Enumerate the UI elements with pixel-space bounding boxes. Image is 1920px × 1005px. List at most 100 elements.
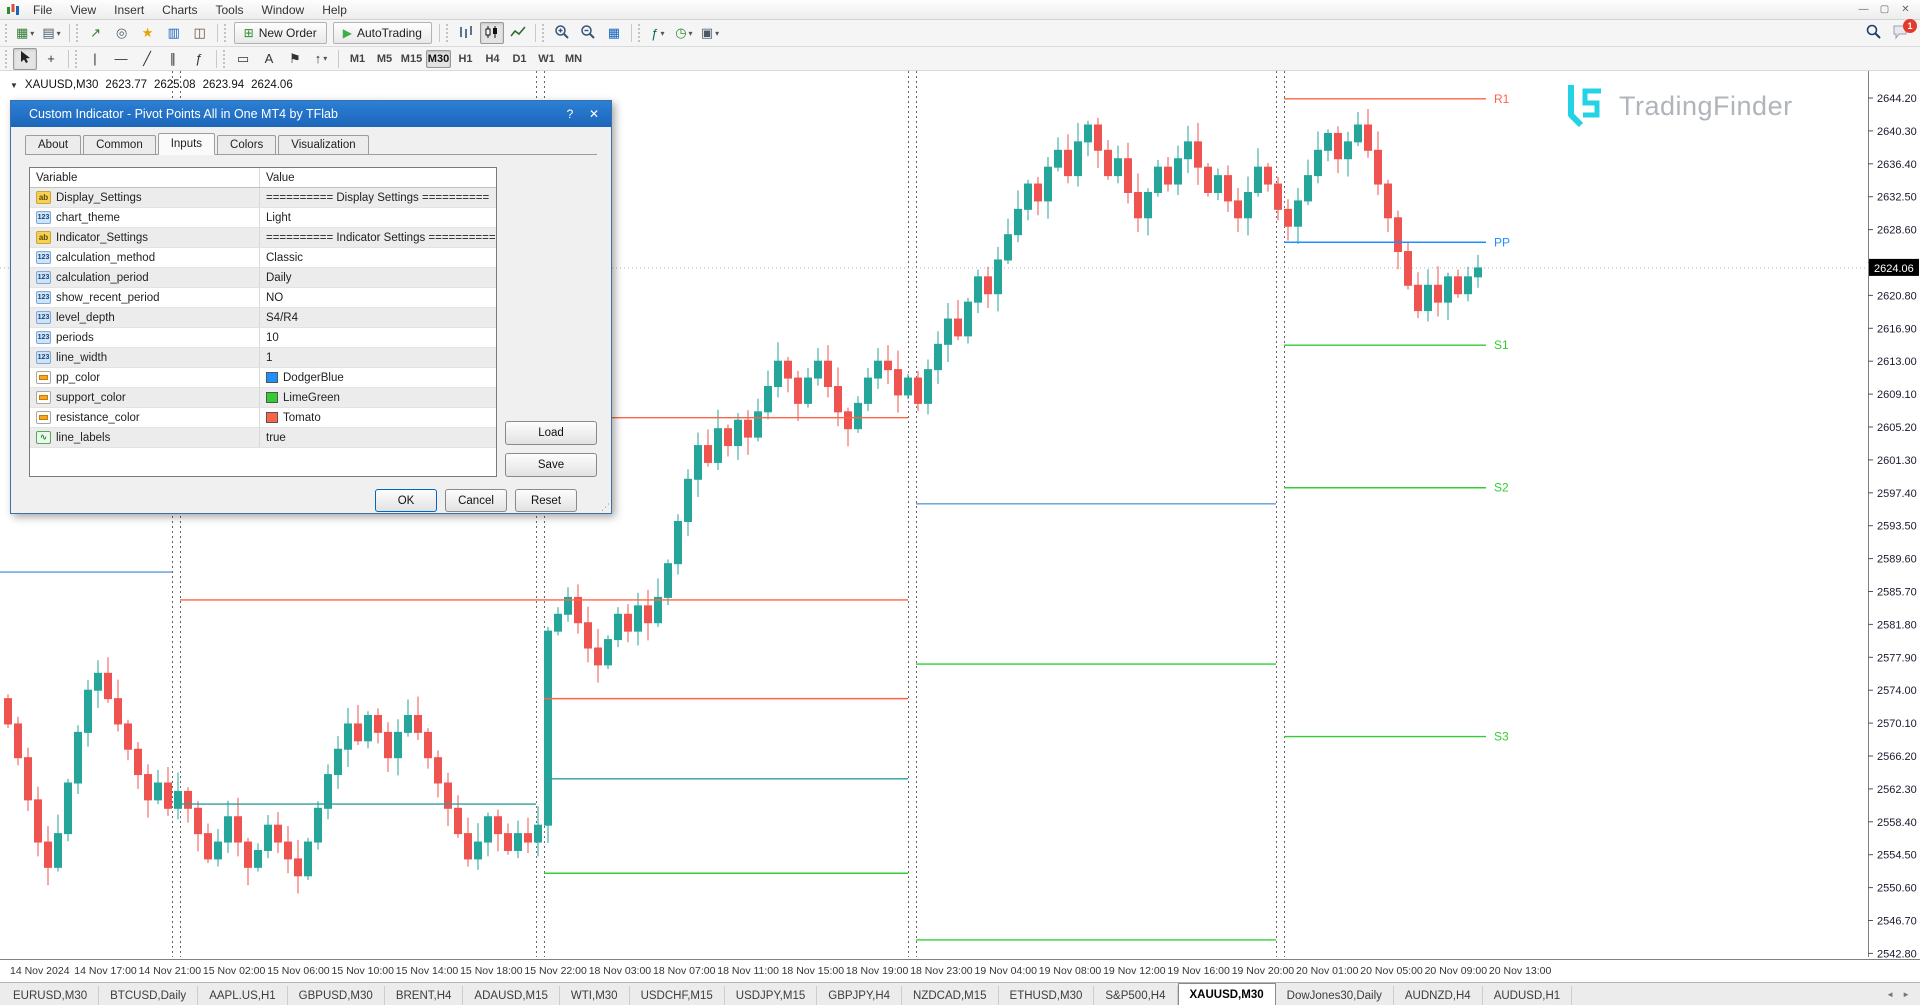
dialog-tab-visualization[interactable]: Visualization — [278, 135, 369, 155]
timeframe-d1-button[interactable]: D1 — [512, 52, 527, 65]
chart-tab-xauusd-m30[interactable]: XAUUSD,M30 — [1177, 983, 1276, 1005]
chart-tab-audusd-h1[interactable]: AUDUSD,H1 — [1482, 986, 1573, 1005]
new-order-button[interactable]: ⊞ New Order — [233, 22, 327, 44]
menu-window[interactable]: Window — [261, 2, 305, 17]
vertical-line-tool-button[interactable]: | — [83, 48, 107, 70]
input-row-calculation_method[interactable]: 123 calculation_method Classic — [30, 248, 496, 268]
templates-button[interactable]: ▣ ▾ — [698, 22, 722, 44]
cancel-button[interactable]: Cancel — [445, 489, 507, 512]
tab-scroll-right-icon[interactable]: ► — [1902, 990, 1910, 999]
dialog-help-button[interactable]: ? — [566, 107, 574, 121]
chart-tab-adausd-m15[interactable]: ADAUSD,M15 — [463, 986, 560, 1005]
symbol-collapse-icon[interactable]: ▼ — [10, 80, 18, 90]
chart-area[interactable]: R1 PP S1 S2 S3 2644.20 2640.30 2636.40 2632.50 26… — [0, 71, 1920, 959]
chart-tab-gbpjpy-h4[interactable]: GBPJPY,H4 — [817, 986, 903, 1005]
dialog-tab-inputs[interactable]: Inputs — [157, 133, 216, 155]
line-chart-button[interactable] — [506, 22, 530, 44]
timeframe-h4-button[interactable]: H4 — [485, 52, 500, 65]
timeframe-m5-button[interactable]: M5 — [376, 52, 393, 65]
chart-tab-usdchf-m15[interactable]: USDCHF,M15 — [629, 986, 725, 1005]
crosshair-mode-button[interactable]: ◎ — [110, 22, 134, 44]
label-tool-button[interactable]: ⚑ — [283, 48, 307, 70]
chevron-down-icon[interactable]: ▾ — [660, 28, 665, 38]
candle-chart-button[interactable] — [479, 22, 504, 44]
input-row-line_width[interactable]: 123 line_width 1 — [30, 348, 496, 368]
load-button[interactable]: Load — [505, 421, 597, 445]
search-icon[interactable] — [1865, 23, 1882, 43]
timeframe-w1-button[interactable]: W1 — [538, 52, 555, 65]
input-row-chart_theme[interactable]: 123 chart_theme Light — [30, 208, 496, 228]
crosshair-tool-button[interactable]: + — [39, 48, 63, 70]
channel-tool-button[interactable]: ∥ — [161, 48, 185, 70]
time-axis[interactable]: 14 Nov 2024 14 Nov 17:00 14 Nov 21:00 15 No… — [0, 959, 1920, 982]
timeframe-m15-button[interactable]: M15 — [400, 52, 423, 65]
timeframe-m30-button[interactable]: M30 — [426, 49, 451, 68]
dialog-tab-about[interactable]: About — [25, 135, 82, 155]
dialog-close-button[interactable]: ✕ — [588, 107, 600, 121]
favorites-button[interactable]: ★ — [136, 22, 160, 44]
chart-tab-ethusd-m30[interactable]: ETHUSD,M30 — [998, 986, 1095, 1005]
chart-tab-nzdcad-m15[interactable]: NZDCAD,M15 — [902, 986, 999, 1005]
shapes-tool-button[interactable]: ▭ — [231, 48, 255, 70]
input-row-periods[interactable]: 123 periods 10 — [30, 328, 496, 348]
chevron-down-icon[interactable]: ▾ — [715, 28, 720, 38]
new-chart-button[interactable]: ▦ ▾ — [13, 22, 37, 44]
input-row-calculation_period[interactable]: 123 calculation_period Daily — [30, 268, 496, 288]
indicators-list-button[interactable]: ƒ ▾ — [646, 22, 670, 44]
price-chart-canvas[interactable]: R1 PP S1 S2 S3 2644.20 2640.30 2636.40 2632.50 26… — [0, 71, 1920, 959]
cursor-tool-button[interactable] — [13, 47, 37, 70]
chart-tab-eurusd-m30[interactable]: EURUSD,M30 — [2, 986, 100, 1005]
input-row-level_depth[interactable]: 123 level_depth S4/R4 — [30, 308, 496, 328]
zoom-out-button[interactable] — [576, 22, 600, 44]
chart-tab-aapl-us-h1[interactable]: AAPL.US,H1 — [198, 986, 288, 1005]
horizontal-line-tool-button[interactable]: — — [109, 48, 133, 70]
save-button[interactable]: Save — [505, 453, 597, 477]
input-row-resistance_color[interactable]: resistance_color Tomato — [30, 408, 496, 428]
profiles-button[interactable]: ▤ ▾ — [39, 22, 63, 44]
navigator-button[interactable]: ◫ — [188, 22, 212, 44]
input-row-line_labels[interactable]: ∿ line_labels true — [30, 428, 496, 448]
text-tool-button[interactable]: A — [257, 48, 281, 70]
dialog-title-bar[interactable]: Custom Indicator - Pivot Points All in O… — [11, 101, 611, 127]
menu-help[interactable]: Help — [322, 2, 347, 17]
dialog-resize-grip[interactable]: ⋰ — [601, 502, 610, 512]
input-row-pp_color[interactable]: pp_color DodgerBlue — [30, 368, 496, 388]
chevron-down-icon[interactable]: ▾ — [323, 54, 328, 63]
menu-view[interactable]: View — [70, 2, 97, 17]
chart-tab-gbpusd-m30[interactable]: GBPUSD,M30 — [287, 986, 385, 1005]
timeframes-clock-button[interactable]: ◷ ▾ — [672, 22, 696, 44]
tile-windows-button[interactable]: ▦ — [602, 22, 626, 44]
menu-file[interactable]: File — [33, 2, 53, 17]
bar-chart-button[interactable] — [454, 22, 478, 44]
chevron-down-icon[interactable]: ▾ — [56, 28, 61, 38]
timeframe-h1-button[interactable]: H1 — [458, 52, 473, 65]
chevron-down-icon[interactable]: ▾ — [30, 28, 35, 38]
trendline-tool-button[interactable]: ╱ — [135, 48, 159, 70]
menu-tools[interactable]: Tools — [215, 2, 244, 17]
market-watch-button[interactable]: ▥ — [162, 22, 186, 44]
chart-tab-dowjones30-daily[interactable]: DowJones30,Daily — [1275, 986, 1394, 1005]
chart-tab-s-p500-h4[interactable]: S&P500,H4 — [1094, 986, 1178, 1005]
close-window-button[interactable]: ✕ — [1901, 4, 1910, 15]
chart-tab-audnzd-h4[interactable]: AUDNZD,H4 — [1393, 986, 1483, 1005]
zoom-in-button[interactable] — [550, 22, 574, 44]
chart-tab-usdjpy-m15[interactable]: USDJPY,M15 — [724, 986, 818, 1005]
chevron-down-icon[interactable]: ▾ — [688, 28, 693, 38]
chart-tab-btcusd-daily[interactable]: BTCUSD,Daily — [99, 986, 199, 1005]
reset-button[interactable]: Reset — [515, 489, 577, 512]
arrows-tool-button[interactable]: ↑ ▾ — [309, 48, 333, 70]
menu-charts[interactable]: Charts — [162, 2, 198, 17]
tick-chart-button[interactable]: ↗ — [84, 22, 108, 44]
chart-tab-wti-m30[interactable]: WTI,M30 — [559, 986, 630, 1005]
dialog-tab-colors[interactable]: Colors — [217, 135, 277, 155]
input-row-Indicator_Settings[interactable]: ab Indicator_Settings ========== Indicator… — [30, 228, 496, 248]
ok-button[interactable]: OK — [375, 489, 437, 512]
fibonacci-tool-button[interactable]: ƒ — [187, 48, 211, 70]
chart-tab-brent-h4[interactable]: BRENT,H4 — [384, 986, 464, 1005]
restore-button[interactable]: ▢ — [1879, 4, 1890, 15]
input-row-support_color[interactable]: support_color LimeGreen — [30, 388, 496, 408]
minimize-button[interactable]: — — [1858, 4, 1869, 15]
tab-scroll-left-icon[interactable]: ◄ — [1886, 990, 1895, 999]
notifications-icon[interactable]: 1 — [1892, 18, 1917, 43]
menu-insert[interactable]: Insert — [114, 2, 145, 17]
